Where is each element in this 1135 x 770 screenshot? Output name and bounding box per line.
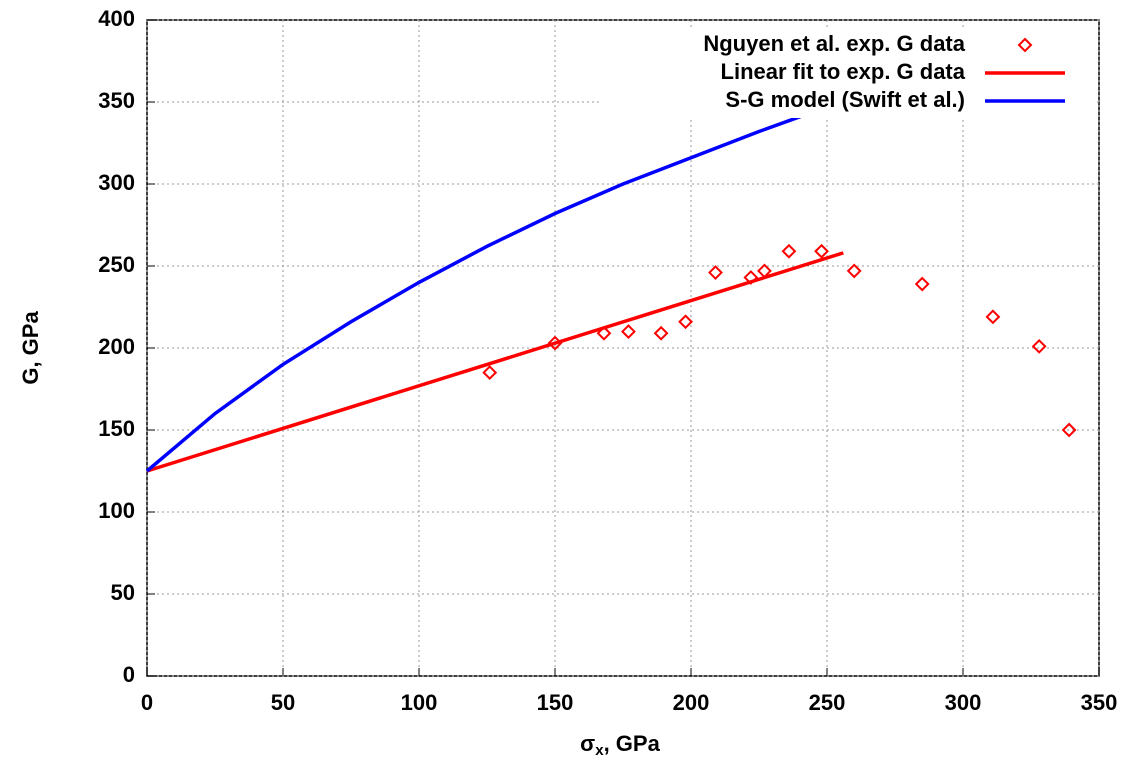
legend-label: Nguyen et al. exp. G data [703, 31, 965, 56]
y-tick-label: 0 [123, 662, 135, 687]
y-tick-label: 250 [98, 252, 135, 277]
x-tick-label: 200 [673, 690, 710, 715]
data-point [985, 309, 1001, 325]
data-point [1031, 338, 1047, 354]
legend-marker [1017, 37, 1033, 53]
y-tick-label: 100 [98, 498, 135, 523]
data-point [781, 243, 797, 259]
x-tick-label: 300 [945, 690, 982, 715]
y-tick-label: 200 [98, 334, 135, 359]
x-tick-label: 150 [537, 690, 574, 715]
x-label-suffix: , GPa [604, 731, 661, 756]
y-tick-label: 50 [111, 580, 135, 605]
y-tick-label: 350 [98, 88, 135, 113]
data-point [653, 325, 669, 341]
x-tick-label: 50 [271, 690, 295, 715]
x-axis-label: σx, GPa [580, 731, 660, 759]
y-tick-label: 400 [98, 6, 135, 31]
data-point [678, 314, 693, 330]
y-tick-label: 150 [98, 416, 135, 441]
data-point [846, 263, 862, 279]
y-axis-label: G, GPa [18, 311, 43, 385]
x-tick-label: 250 [809, 690, 846, 715]
y-tick-label: 300 [98, 170, 135, 195]
series-line [145, 100, 844, 473]
data-point [708, 265, 723, 280]
data-point [814, 243, 829, 259]
series-line [146, 251, 844, 473]
x-label-symbol: σ [580, 731, 595, 756]
x-tick-label: 100 [401, 690, 438, 715]
legend-label: S-G model (Swift et al.) [725, 87, 965, 112]
data-point [482, 365, 498, 381]
x-tick-label: 0 [141, 690, 153, 715]
data-point [621, 324, 636, 340]
data-point [914, 276, 930, 292]
data-point [596, 325, 612, 341]
x-label-subscript: x [595, 742, 604, 759]
x-tick-label: 350 [1081, 690, 1118, 715]
legend-label: Linear fit to exp. G data [721, 59, 966, 84]
data-point [1061, 422, 1077, 438]
